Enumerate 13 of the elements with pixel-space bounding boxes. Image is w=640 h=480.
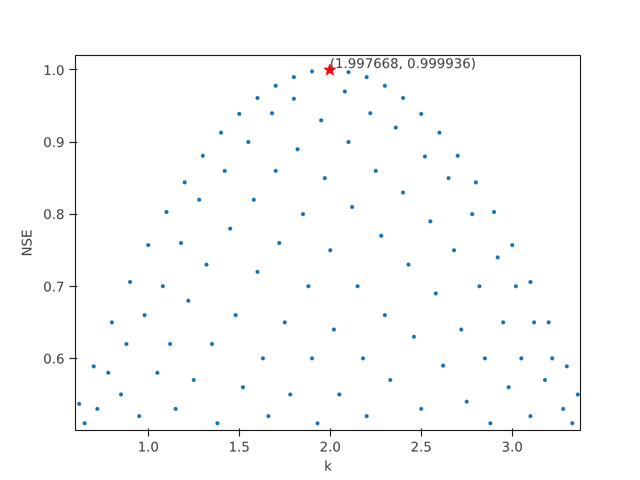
x-tick-label: 2.5 — [410, 440, 432, 456]
x-tick-label: 3.0 — [502, 440, 523, 456]
x-axis-title: k — [324, 460, 332, 474]
x-tick-label: 1.5 — [228, 440, 250, 456]
y-axis-title: NSE — [20, 230, 36, 256]
x-tick-label: 1.0 — [138, 440, 159, 456]
x-tick-label: 2.0 — [320, 440, 341, 456]
y-tick-label: 1.0 — [43, 64, 65, 79]
annotation: (1.997668, 0.999936) — [330, 56, 476, 72]
y-tick-label: 0.8 — [43, 208, 65, 224]
y-tick-label: 0.6 — [43, 352, 65, 368]
y-tick-label: 0.7 — [43, 280, 65, 296]
y-tick-label: 0.9 — [43, 136, 65, 152]
